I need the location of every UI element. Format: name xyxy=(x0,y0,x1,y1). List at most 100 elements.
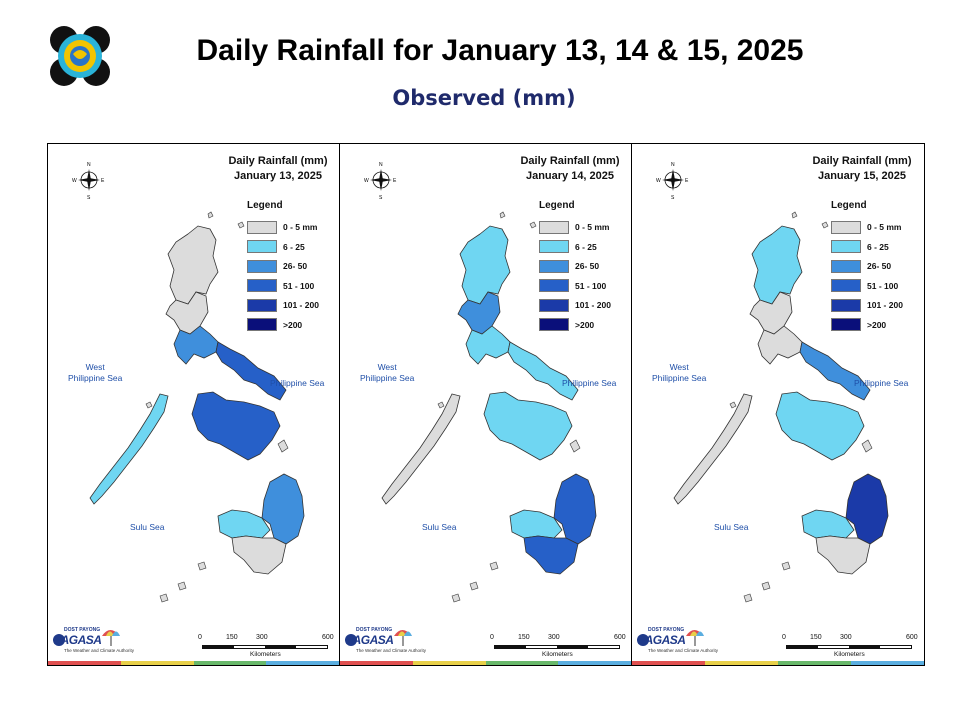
compass-w-label: W xyxy=(72,178,77,184)
legend-label: 26- 50 xyxy=(575,261,600,271)
legend-swatch xyxy=(247,259,277,273)
legend-item: >200 xyxy=(831,318,886,332)
legend-label: 6 - 25 xyxy=(575,241,597,252)
scale-tick: 600 xyxy=(906,634,918,641)
small-island xyxy=(781,561,791,571)
sea-label-sulu: Sulu Sea xyxy=(130,522,165,532)
legend-item: 6 - 25 xyxy=(247,240,305,254)
pagasa-logo xyxy=(637,630,704,646)
small-island xyxy=(177,581,187,591)
legend-label: 26- 50 xyxy=(283,261,308,271)
legend-label: 26- 50 xyxy=(867,261,892,271)
small-island xyxy=(159,593,169,603)
region-visayas xyxy=(191,391,281,461)
legend-swatch xyxy=(539,220,569,234)
pagasa-logo xyxy=(53,630,120,646)
legend-item: 6 - 25 xyxy=(539,240,597,254)
region-palawan xyxy=(89,393,169,505)
sea-label-sulu: Sulu Sea xyxy=(714,522,749,532)
region-northern-luzon xyxy=(167,225,219,305)
compass-s-label: S xyxy=(379,195,383,200)
philippines-map xyxy=(89,211,305,603)
region-visayas xyxy=(775,391,865,461)
legend-item: 26- 50 xyxy=(539,259,599,273)
legend-item: 101 - 200 xyxy=(247,298,319,312)
legend-label: 51 - 100 xyxy=(283,280,315,291)
pagasa-tagline: The Weather and Climate Authority xyxy=(356,648,426,653)
compass-rose-icon: N S W E xyxy=(656,162,689,200)
legend-title: Legend xyxy=(831,200,867,211)
sea-label-east: Philippine Sea xyxy=(562,378,617,388)
region-western-mindanao xyxy=(509,509,563,539)
pagasa-tagline: The Weather and Climate Authority xyxy=(648,648,718,653)
region-palawan xyxy=(381,393,461,505)
region-northern-luzon xyxy=(459,225,511,305)
small-island xyxy=(499,211,506,219)
legend-swatch xyxy=(539,240,569,253)
scale-tick: 0 xyxy=(198,634,202,641)
scale-tick: 0 xyxy=(782,634,786,641)
region-eastern-mindanao xyxy=(845,473,889,545)
region-southern-mindanao xyxy=(815,535,871,575)
legend-swatch xyxy=(831,298,861,312)
philippines-map xyxy=(381,211,597,603)
region-bicol xyxy=(507,341,579,401)
legend-label: 0 - 5 mm xyxy=(575,222,610,232)
legend-swatch xyxy=(831,259,861,273)
region-visayas xyxy=(483,391,573,461)
small-island xyxy=(237,221,245,229)
region-palawan xyxy=(673,393,753,505)
legend-swatch xyxy=(539,298,569,312)
region-bicol xyxy=(215,341,287,401)
pagasa-name: PAGASA xyxy=(54,633,102,647)
legend-label: 6 - 25 xyxy=(867,241,889,252)
region-southern-mindanao xyxy=(523,535,579,575)
compass-e-label: E xyxy=(101,178,105,184)
map-title: Daily Rainfall (mm) January 13, 2025 xyxy=(218,154,338,184)
scale-tick: 300 xyxy=(256,634,268,641)
pagasa-logo xyxy=(345,630,412,646)
map-date: January 14, 2025 xyxy=(525,170,615,182)
legend-swatch xyxy=(831,220,861,234)
region-southern-luzon xyxy=(173,325,219,365)
region-eastern-mindanao xyxy=(553,473,597,545)
legend-label: 0 - 5 mm xyxy=(283,222,318,232)
small-island xyxy=(489,561,499,571)
color-stripe xyxy=(632,661,924,665)
legend-label: 0 - 5 mm xyxy=(867,222,902,232)
dost-pagasa-logo xyxy=(48,24,112,88)
map-heading: Daily Rainfall (mm) xyxy=(228,155,328,167)
compass-s-label: S xyxy=(671,195,675,200)
map-title: Daily Rainfall (mm) January 15, 2025 xyxy=(802,154,922,184)
sea-label-east: Philippine Sea xyxy=(854,378,909,388)
scale-unit: Kilometers xyxy=(542,651,573,658)
map-heading: Daily Rainfall (mm) xyxy=(520,155,620,167)
scale-track xyxy=(494,645,620,649)
scale-tick: 150 xyxy=(518,634,530,641)
map-panel: N S W E Daily Rainfall (mm) January 15, 2025 L… xyxy=(632,144,924,665)
legend-label: 101 - 200 xyxy=(867,300,903,310)
scale-bar: 0 150 300 600 Kilometers xyxy=(782,634,918,662)
legend-label: >200 xyxy=(867,319,887,330)
scale-unit: Kilometers xyxy=(834,651,865,658)
legend-title: Legend xyxy=(539,200,575,211)
scale-tick: 300 xyxy=(548,634,560,641)
region-southern-mindanao xyxy=(231,535,287,575)
scale-tick: 0 xyxy=(490,634,494,641)
legend-item: 51 - 100 xyxy=(247,279,314,293)
legend-swatch xyxy=(247,279,277,292)
small-island xyxy=(529,221,537,229)
map-panels: N S W E Daily Rainfall (mm) January 13, 2025 L… xyxy=(47,143,925,666)
legend-item: >200 xyxy=(247,318,302,332)
small-island xyxy=(277,439,289,453)
legend-swatch xyxy=(539,259,569,273)
map-title: Daily Rainfall (mm) January 14, 2025 xyxy=(510,154,630,184)
legend-item: 0 - 5 mm xyxy=(247,220,318,234)
legend-item: 26- 50 xyxy=(831,259,891,273)
legend-title: Legend xyxy=(247,200,283,211)
legend-swatch xyxy=(247,298,277,312)
sea-label-east: Philippine Sea xyxy=(270,378,325,388)
pagasa-prefix: DOST PAYONG xyxy=(64,627,101,633)
legend-item: 51 - 100 xyxy=(539,279,606,293)
scale-track xyxy=(202,645,328,649)
